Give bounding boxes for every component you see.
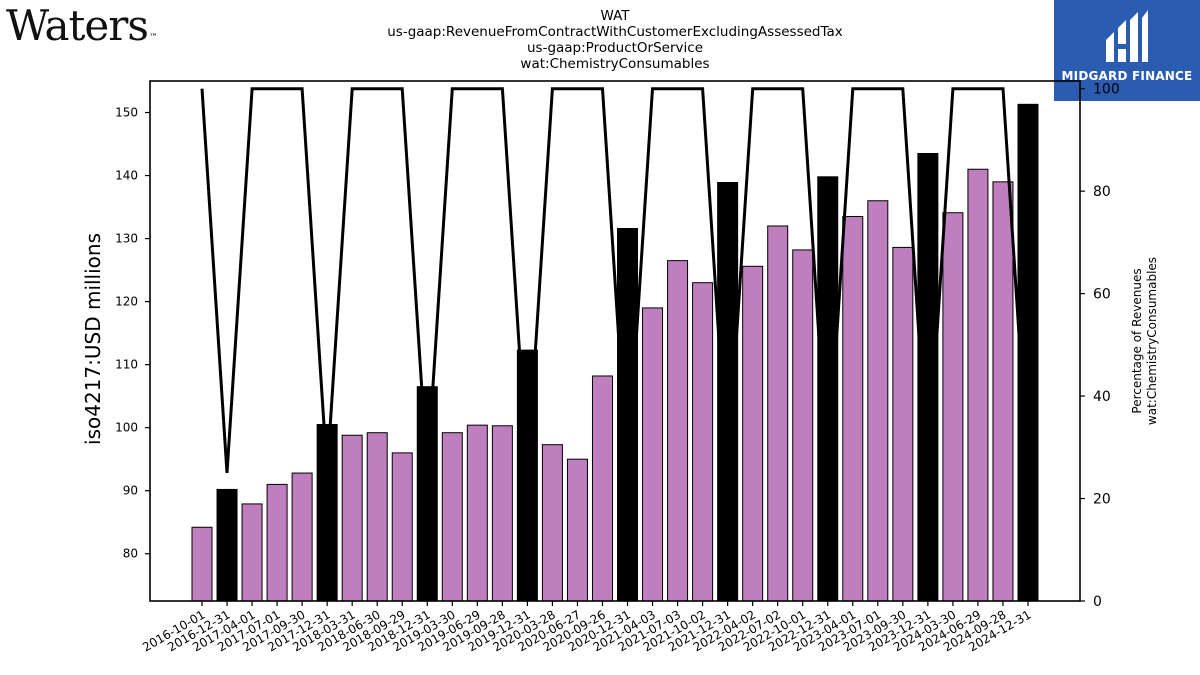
plot-frame: [149, 80, 1081, 602]
midgard-finance-badge: MIDGARD FINANCE: [1054, 0, 1200, 101]
bar-2020-03-28: [541, 444, 563, 602]
bar-2018-12-31: [416, 386, 438, 602]
midgard-logo-icon: [1106, 10, 1148, 62]
right-axis-ticks: 0 20 40 60 80 100: [1080, 82, 1120, 610]
y-tick-label: 150: [115, 106, 138, 120]
left-axis-ticks: 80 90 100 110 120 130 140 150: [115, 106, 150, 561]
bar-2016-10-01: [191, 526, 213, 602]
bar-2018-06-30: [366, 432, 388, 602]
bar-2024-06-29: [967, 168, 989, 602]
title-line-concept: us-gaap:RevenueFromContractWithCustomerE…: [387, 24, 843, 40]
bar-2016-12-31: [216, 488, 238, 602]
bar-2022-04-02: [742, 265, 764, 602]
waters-logo: Waters™: [6, 1, 158, 50]
bar-2019-09-28: [491, 425, 513, 602]
percentage-line-layer: [200, 87, 1030, 473]
bar-2021-12-31: [717, 181, 739, 602]
y2-axis-label-line2: wat:ChemistryConsumables: [1145, 257, 1159, 425]
bar-2018-03-31: [341, 434, 363, 602]
axes-layer: [149, 80, 1081, 602]
y2-tick-label: 20: [1093, 492, 1111, 508]
bar-2017-07-01: [266, 483, 288, 602]
y2-tick-label: 100: [1093, 82, 1120, 98]
bar-2022-10-01: [792, 249, 814, 602]
y2-tick-label: 40: [1093, 389, 1111, 405]
y-tick-label: 80: [123, 547, 138, 561]
y-tick-label: 120: [115, 295, 138, 309]
bar-2024-09-28: [992, 181, 1014, 602]
bar-2024-03-30: [942, 212, 964, 602]
y2-tick-label: 80: [1093, 184, 1111, 200]
bar-2022-07-02: [767, 225, 789, 602]
title-line-member: wat:ChemistryConsumables: [520, 56, 710, 72]
bar-2021-07-03: [667, 260, 689, 602]
bar-2020-12-31: [617, 227, 639, 602]
bar-2020-09-26: [591, 375, 613, 602]
y2-tick-label: 0: [1093, 594, 1102, 610]
bar-2017-09-30: [291, 472, 313, 602]
percentage-series-line: [200, 87, 1030, 473]
y-axis-label: iso4217:USD millions: [81, 233, 105, 445]
chart-title: WAT us-gaap:RevenueFromContractWithCusto…: [330, 8, 900, 72]
bar-2018-09-29: [391, 452, 413, 602]
y-tick-label: 140: [115, 169, 138, 183]
bar-2019-03-30: [441, 432, 463, 602]
bar-2017-04-01: [241, 503, 263, 602]
y-tick-label: 130: [115, 232, 138, 246]
bar-2020-06-27: [566, 458, 588, 602]
bar-2021-10-02: [692, 282, 714, 602]
logo-trademark: ™: [148, 33, 158, 43]
title-line-ticker: WAT: [600, 8, 630, 24]
bar-2019-06-29: [466, 424, 488, 602]
badge-label: MIDGARD FINANCE: [1061, 69, 1193, 83]
bar-2023-04-01: [842, 216, 864, 602]
y-tick-label: 100: [115, 421, 138, 435]
bars-layer: [191, 103, 1039, 602]
y2-tick-label: 60: [1093, 287, 1111, 303]
y-tick-label: 110: [115, 358, 138, 372]
logo-text: Waters: [6, 1, 149, 50]
bar-2023-07-01: [867, 200, 889, 602]
y2-axis-label-line1: Percentage of Revenues: [1130, 268, 1144, 413]
x-axis-ticks: 2016-10-012016-12-312017-04-012017-07-01…: [140, 601, 1033, 654]
bar-2021-04-03: [642, 307, 664, 602]
y-tick-label: 90: [123, 484, 138, 498]
bar-2023-09-30: [892, 246, 914, 602]
title-line-axis: us-gaap:ProductOrService: [526, 40, 704, 56]
